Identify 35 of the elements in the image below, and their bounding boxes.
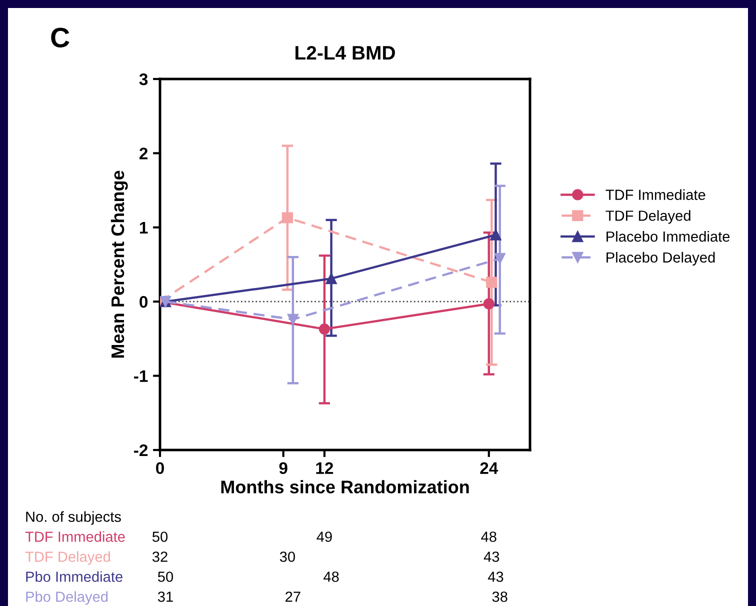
x-tick-label: 0 <box>156 462 164 474</box>
x-tick-label: 9 <box>279 462 288 474</box>
x-tick-label: 24 <box>480 462 498 474</box>
legend-label: Placebo Delayed <box>606 252 715 266</box>
text: 48 <box>481 532 496 542</box>
text: 43 <box>488 572 504 582</box>
text: 43 <box>484 552 500 562</box>
text: 38 <box>492 592 508 602</box>
text: Pbo Immediate <box>26 571 122 582</box>
y-tick-label: 1 <box>140 222 148 234</box>
text: 49 <box>316 532 332 542</box>
text: 27 <box>286 592 300 602</box>
legend-label: TDF Delayed <box>606 210 690 224</box>
text: 50 <box>158 572 174 582</box>
text: TDF Delayed <box>25 551 110 565</box>
y-tick-label: -1 <box>134 370 148 382</box>
text: C <box>51 28 70 48</box>
legend-label: TDF Immediate <box>606 189 706 200</box>
y-tick-label: 3 <box>139 73 148 86</box>
y-tick-label: 2 <box>140 148 148 160</box>
text: 32 <box>152 552 168 562</box>
text: 50 <box>152 532 168 542</box>
chart-title: L2-L4 BMD <box>296 46 395 60</box>
legend-label: Placebo Immediate <box>606 231 730 242</box>
y-tick-label: 0 <box>140 296 148 308</box>
y-tick-label: -2 <box>134 444 148 456</box>
text: 31 <box>158 592 173 602</box>
y-axis-title: Mean Percent Change <box>110 170 128 358</box>
text: 30 <box>280 552 295 562</box>
text: TDF Immediate <box>25 531 125 542</box>
text: 48 <box>324 572 339 582</box>
x-axis-title: Months since Randomization <box>221 480 469 494</box>
text: No. of subjects <box>26 511 121 525</box>
text: Pbo Delayed <box>26 591 108 605</box>
x-tick-label: 12 <box>316 462 334 474</box>
